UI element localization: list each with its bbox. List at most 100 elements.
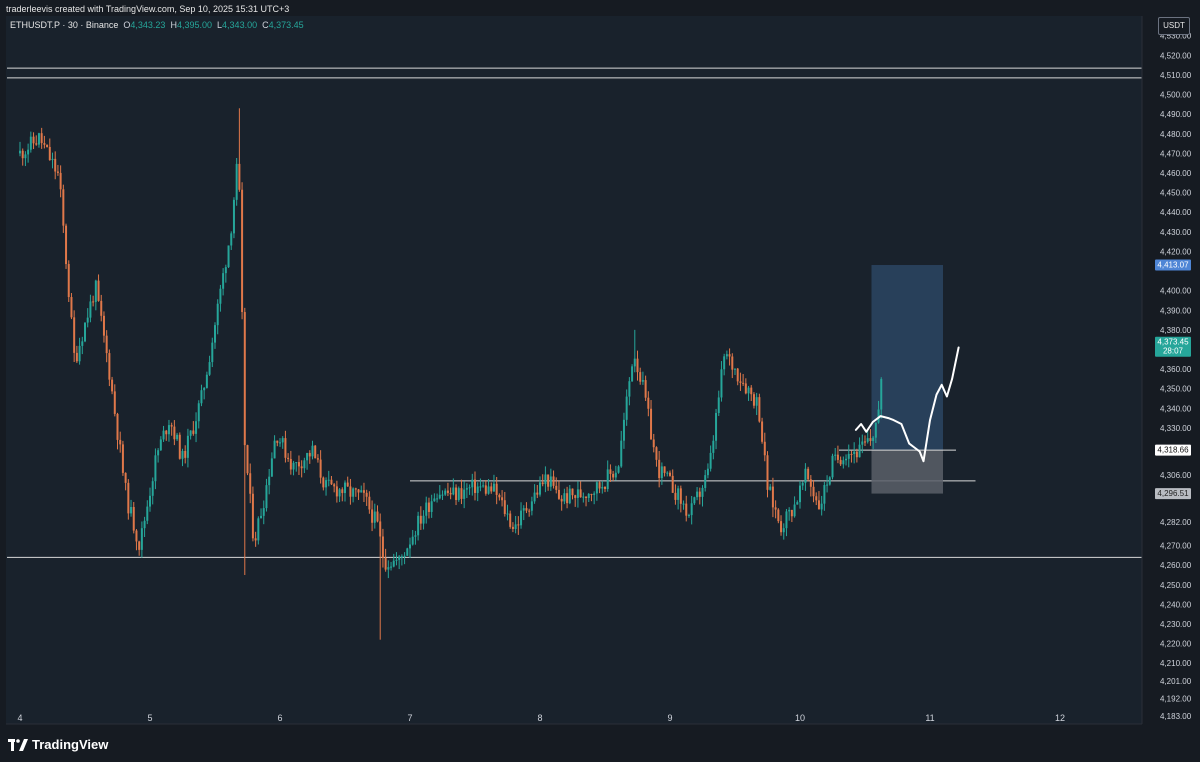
candle-50 [154,448,157,490]
projection-line[interactable] [854,346,960,463]
candle-228 [636,350,639,381]
candle-32 [105,330,108,363]
candle-288 [799,480,801,509]
candle-280 [777,508,780,524]
candle-body [679,488,682,504]
candle-body [449,492,452,495]
candle-109 [314,444,317,459]
candle-body [669,472,671,476]
candle-body [222,273,225,289]
candle-119 [341,487,344,502]
time-tick-1: 5 [147,713,152,723]
candle-body [446,490,449,493]
candle-body [771,486,774,508]
candle-281 [780,515,783,536]
candle-body [176,434,179,440]
candle-body [398,556,401,560]
price-axis-bg[interactable] [1142,0,1200,724]
candle-body [151,481,154,496]
candle-282 [782,523,785,540]
candle-body [311,445,314,457]
candle-42 [132,502,135,534]
candle-174 [490,482,493,494]
candle-body [40,133,43,144]
candle-body [279,442,281,444]
candle-body [373,511,376,523]
candle-138 [392,553,395,568]
candle-103 [297,455,300,476]
candle-0 [19,141,21,157]
candle-77 [227,245,230,269]
candle-252 [701,485,704,507]
candle-body [322,477,325,488]
candle-body [254,538,257,541]
stop-zone[interactable] [871,450,944,494]
candle-body [877,409,880,423]
candle-102 [295,462,298,472]
candle-137 [390,561,393,571]
candle-body [159,439,162,451]
candle-body [344,482,346,494]
candle-body [181,450,184,459]
candle-body [108,353,111,380]
candle-body [701,487,704,497]
candle-body [249,473,252,494]
candle-body [850,453,853,455]
candle-body [400,556,403,558]
candle-body [622,419,625,441]
candle-body [536,492,539,495]
candle-52 [159,436,162,451]
candle-36 [116,412,119,450]
candle-body [468,487,471,489]
candle-247 [687,513,690,518]
candle-body [601,487,604,489]
candle-262 [728,348,731,366]
price-tick-5: 4,480.00 [1160,130,1192,139]
candle-305 [845,454,848,466]
candle-body [365,492,368,497]
candle-body [251,493,254,539]
candle-body [796,502,799,505]
candle-body [525,508,528,511]
target-zone[interactable] [871,265,944,451]
candle-190 [533,484,536,504]
candle-body [755,397,758,406]
candle-body [744,383,747,394]
candle-157 [444,488,447,496]
candle-198 [555,477,558,494]
currency-button[interactable]: USDT [1158,17,1190,35]
candle-body [617,466,620,473]
candle-92 [268,468,271,495]
candle-167 [471,473,474,496]
candle-body [728,354,731,357]
candle-10 [46,144,49,148]
candle-20 [73,310,76,363]
candle-body [509,513,512,527]
price-tick-10: 4,430.00 [1160,228,1192,237]
candle-35 [113,384,116,417]
candle-37 [119,431,122,453]
candle-body [238,163,241,190]
candle-254 [706,463,709,479]
price-tick-30: 4,183.00 [1160,712,1192,721]
candle-body [433,498,436,502]
candle-body [113,391,116,414]
candle-body [598,482,601,489]
open-label: O [123,20,131,30]
candle-8 [40,127,43,149]
candle-113 [325,477,328,496]
candle-278 [771,477,774,518]
price-tick-29: 4,192.00 [1160,695,1192,704]
candle-29 [97,274,100,302]
candle-126 [360,485,363,493]
candle-body [67,264,70,298]
candle-body [585,496,588,498]
open-value: 4,343.23 [130,20,166,30]
candle-body [514,524,517,529]
candle-139 [395,552,398,566]
candle-body [582,496,585,498]
candle-body [614,472,617,478]
candle-body [750,387,753,395]
